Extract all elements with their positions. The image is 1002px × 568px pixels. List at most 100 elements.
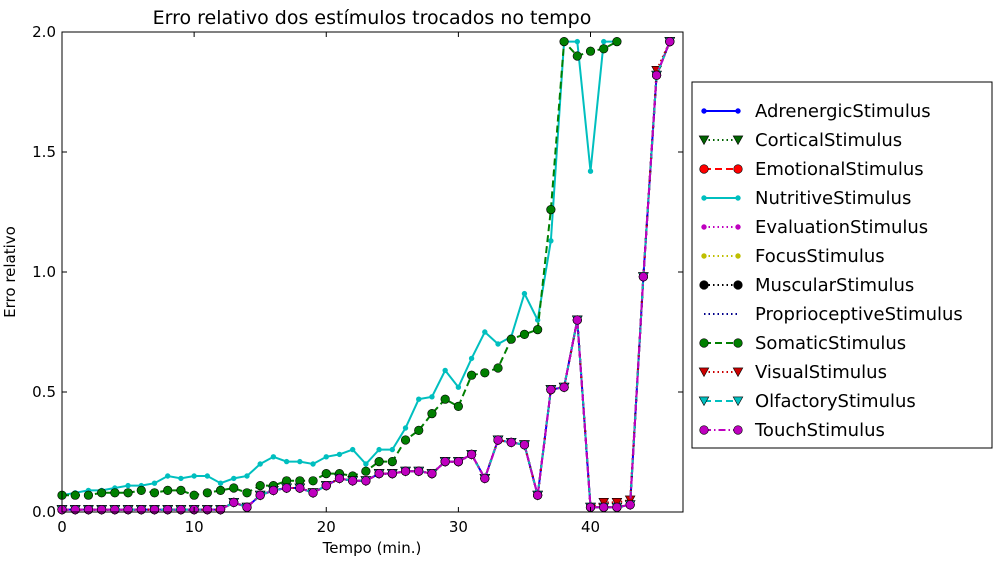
legend-item: ProprioceptiveStimulus — [704, 304, 963, 325]
data-point — [495, 341, 501, 347]
legend-swatch-marker — [701, 253, 707, 259]
data-point — [217, 480, 224, 486]
data-point — [427, 409, 437, 419]
data-point — [453, 401, 463, 412]
series-EmotionalStimulus — [57, 36, 675, 515]
legend-swatch-marker — [735, 253, 741, 259]
data-point — [482, 329, 488, 335]
legend: AdrenergicStimulus CorticalStimulus Emotio… — [691, 81, 993, 449]
data-point — [242, 488, 252, 498]
data-point — [204, 473, 211, 479]
series-SomaticStimulus — [57, 36, 622, 500]
data-point — [466, 449, 477, 460]
data-point — [97, 488, 107, 498]
data-point — [323, 454, 329, 460]
series-ProprioceptiveStimulus — [62, 41, 671, 511]
data-point — [231, 475, 237, 482]
data-point — [493, 363, 503, 373]
data-point — [480, 473, 490, 484]
data-point — [387, 457, 397, 467]
legend-item: FocusStimulus — [701, 246, 885, 267]
legend-swatch-marker — [699, 338, 709, 348]
data-point — [601, 38, 607, 45]
data-point — [268, 485, 279, 496]
data-point — [599, 44, 609, 54]
plot-frame — [61, 31, 684, 513]
data-point — [136, 485, 146, 496]
data-point — [559, 382, 569, 392]
x-tick-label: 40 — [581, 518, 600, 536]
data-point — [416, 396, 422, 402]
series-line — [62, 41, 671, 511]
y-tick-label: 2.0 — [32, 23, 56, 41]
data-point — [429, 394, 435, 400]
series-line — [62, 41, 671, 511]
data-point — [70, 490, 80, 500]
data-point — [574, 38, 580, 45]
data-point — [229, 497, 239, 508]
data-point — [625, 500, 635, 510]
data-point — [189, 490, 199, 500]
data-point — [349, 446, 356, 453]
data-point — [283, 458, 290, 465]
data-point — [123, 488, 133, 498]
data-point — [244, 473, 250, 479]
data-point — [191, 473, 197, 479]
legend-swatch-marker — [732, 367, 744, 378]
data-point — [442, 367, 448, 374]
series-FocusStimulus — [59, 38, 673, 513]
data-point — [70, 505, 80, 515]
data-point — [215, 505, 226, 515]
data-point — [363, 461, 369, 467]
data-point — [400, 466, 411, 476]
data-point — [374, 457, 384, 467]
data-point — [348, 476, 358, 486]
legend-swatch-marker — [732, 396, 744, 407]
legend-item: MuscularStimulus — [699, 275, 914, 296]
series-OlfactoryStimulus — [56, 37, 676, 515]
legend-swatch-marker — [699, 425, 709, 435]
data-point — [389, 446, 396, 453]
series-VisualStimulus — [56, 37, 676, 515]
series-TouchStimulus — [57, 36, 675, 515]
legend-item: SomaticStimulus — [699, 333, 906, 354]
series-layer — [56, 36, 676, 515]
data-point — [414, 466, 424, 476]
axes-layer: 0 10 20 30 40 0.0 0.5 1.0 1.5 2.0 — [32, 23, 684, 536]
series-line — [61, 40, 617, 497]
data-point — [255, 481, 265, 491]
data-point — [427, 469, 437, 479]
legend-swatch-marker — [735, 108, 741, 114]
legend-swatch-marker — [701, 195, 707, 201]
legend-swatch-marker — [733, 164, 743, 174]
data-point — [548, 238, 554, 244]
x-axis-label: Tempo (min.) — [322, 539, 422, 557]
data-point — [585, 46, 596, 56]
data-point — [334, 473, 345, 484]
data-point — [310, 461, 316, 467]
data-point — [123, 505, 133, 515]
data-point — [493, 435, 503, 445]
series-EvaluationStimulus — [59, 38, 673, 513]
data-point — [519, 329, 530, 340]
legend-item: CorticalStimulus — [698, 130, 902, 151]
chart-title: Erro relativo dos estímulos trocados no … — [153, 7, 592, 29]
legend-item: VisualStimulus — [698, 362, 887, 383]
data-point — [229, 483, 239, 493]
data-point — [612, 502, 622, 512]
data-point — [506, 437, 516, 448]
legend-swatch-marker — [733, 338, 743, 348]
data-point — [400, 435, 411, 445]
data-point — [295, 483, 305, 493]
data-point — [599, 502, 609, 512]
legend-label: SomaticStimulus — [755, 333, 906, 354]
legend-label: OlfactoryStimulus — [755, 391, 916, 412]
series-MuscularStimulus — [57, 36, 675, 515]
data-point — [202, 505, 212, 515]
data-point — [665, 36, 675, 47]
data-point — [361, 476, 371, 486]
series-line — [62, 41, 671, 511]
legend-label: VisualStimulus — [755, 362, 887, 383]
data-point — [440, 457, 450, 467]
